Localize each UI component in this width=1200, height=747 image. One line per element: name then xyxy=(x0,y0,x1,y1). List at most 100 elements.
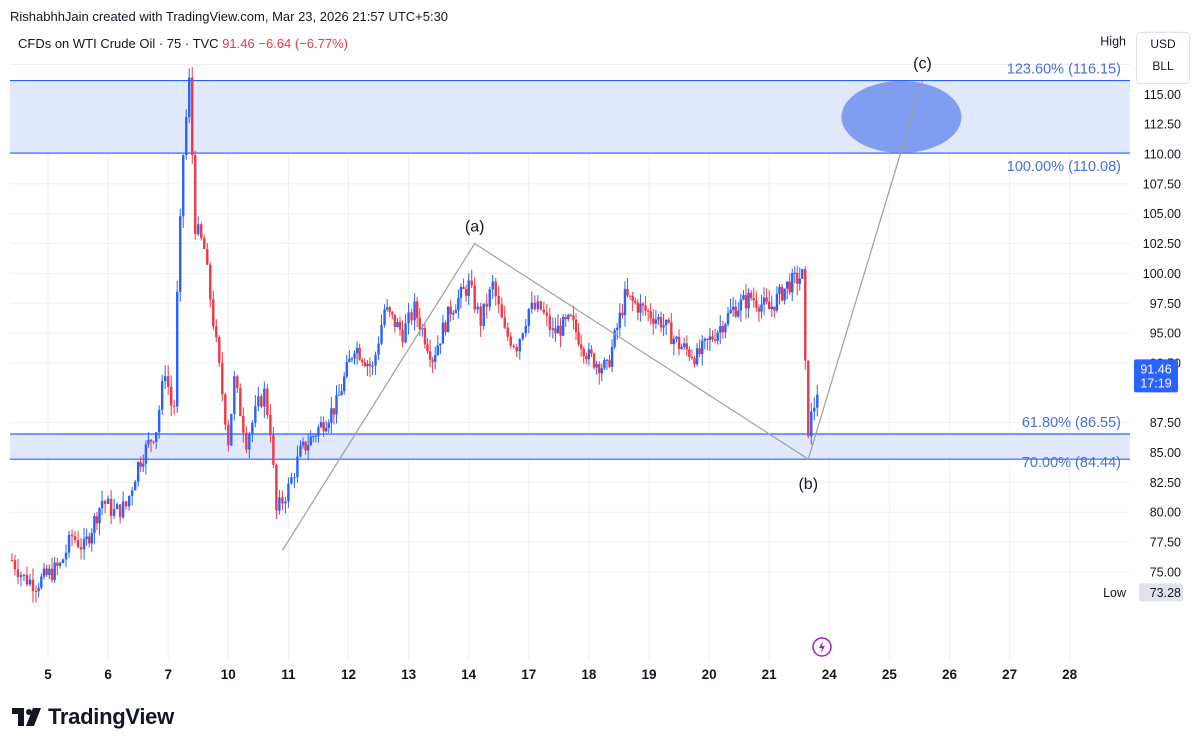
candle-body xyxy=(724,324,727,333)
candle-body xyxy=(721,326,725,333)
candle-body xyxy=(115,504,119,510)
candle-body xyxy=(182,155,185,217)
x-axis-tick-label: 21 xyxy=(762,667,778,682)
high-label: High xyxy=(1100,34,1126,48)
candle-body xyxy=(582,348,585,357)
candle-body xyxy=(542,309,546,313)
candle-body xyxy=(473,285,476,310)
candle-body xyxy=(739,299,743,311)
candle-body xyxy=(203,238,206,249)
candle-body xyxy=(314,435,318,437)
candle-body xyxy=(485,303,488,307)
candle-body xyxy=(322,422,325,432)
candle-body xyxy=(488,289,491,307)
candle-body xyxy=(574,319,578,332)
tradingview-logo-icon xyxy=(12,708,41,726)
candle-body xyxy=(659,317,663,328)
candle-body xyxy=(163,376,167,382)
candle-body xyxy=(67,534,71,553)
fib-level-label: 100.00% (110.08) xyxy=(1007,159,1121,175)
attribution-text: RishabhhJain created with TradingView.co… xyxy=(10,9,449,24)
candle-body xyxy=(798,278,801,284)
target-ellipse xyxy=(841,80,962,153)
candle-body xyxy=(515,346,518,352)
candle-body xyxy=(521,333,524,340)
candle-body xyxy=(706,338,709,341)
candle-body xyxy=(176,291,179,407)
candle-body xyxy=(595,364,598,368)
candle-body xyxy=(19,575,23,577)
candle-body xyxy=(590,349,593,354)
candle-body xyxy=(500,304,503,318)
candle-body xyxy=(142,463,145,467)
y-axis-tick-label: 80.00 xyxy=(1150,506,1181,520)
wave-label: (b) xyxy=(798,476,818,493)
candle-body xyxy=(139,462,142,467)
candle-body xyxy=(548,315,552,330)
candle-body xyxy=(423,327,427,345)
candle-body xyxy=(452,313,455,315)
currency-unit-button[interactable]: USD BLL xyxy=(1136,32,1190,84)
candle-body xyxy=(248,434,251,450)
x-axis-tick-label: 14 xyxy=(461,667,477,682)
last-price-tag xyxy=(1134,359,1178,393)
candle-body xyxy=(618,312,622,328)
candle-body xyxy=(765,297,768,302)
candle-body xyxy=(701,340,704,355)
candle-body xyxy=(621,312,624,316)
candle-body xyxy=(616,327,619,331)
candle-body xyxy=(788,281,791,293)
candle-body xyxy=(275,464,278,511)
candle-body xyxy=(254,406,257,423)
x-axis-tick-label: 10 xyxy=(221,667,236,682)
candle-body xyxy=(491,281,494,290)
event-lightning-icon xyxy=(812,637,832,657)
candle-body xyxy=(530,302,534,310)
candle-body xyxy=(729,309,732,314)
unit-label: BLL xyxy=(1152,59,1174,73)
candle-body xyxy=(762,297,766,305)
candle-body xyxy=(353,353,356,359)
candle-body xyxy=(646,310,650,312)
candle-body xyxy=(780,286,784,301)
candle-body xyxy=(215,326,218,338)
candle-body xyxy=(804,269,807,361)
candle-body xyxy=(770,306,773,310)
candle-body xyxy=(426,344,429,352)
candle-body xyxy=(431,359,434,362)
candle-body xyxy=(449,306,452,315)
candle-body xyxy=(385,307,389,310)
candle-body xyxy=(112,509,116,516)
x-axis-tick-label: 13 xyxy=(401,667,417,682)
x-axis-tick-label: 12 xyxy=(341,667,356,682)
event-icon-bolt xyxy=(819,641,825,653)
candle-body xyxy=(82,539,86,550)
candle-body xyxy=(734,306,737,317)
x-axis-tick-label: 7 xyxy=(164,667,172,682)
candle-body xyxy=(482,303,485,326)
candle-body xyxy=(319,422,323,428)
candle-body xyxy=(133,481,137,491)
candle-body xyxy=(690,356,694,359)
candle-body xyxy=(73,536,77,541)
candle-body xyxy=(332,408,336,415)
candle-body xyxy=(88,536,91,544)
candle-body xyxy=(312,436,315,438)
candle-body xyxy=(752,298,755,301)
candle-body xyxy=(462,286,465,289)
candle-body xyxy=(330,408,333,423)
candle-body xyxy=(327,422,330,428)
candle-body xyxy=(476,306,479,310)
price-change: −6.64 (−6.77%) xyxy=(258,36,348,51)
candle-body xyxy=(284,501,287,504)
candle-body xyxy=(61,559,65,564)
candle-body xyxy=(801,269,804,279)
candle-body xyxy=(28,579,32,585)
candle-body xyxy=(396,321,399,327)
candle-body xyxy=(25,574,29,585)
candle-body xyxy=(10,559,14,561)
candle-body xyxy=(446,306,450,333)
candle-body xyxy=(200,224,203,239)
candle-body xyxy=(48,568,51,575)
